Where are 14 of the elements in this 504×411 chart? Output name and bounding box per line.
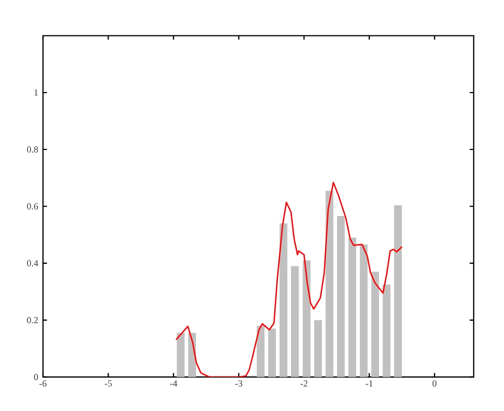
x-tick-label: -1 — [366, 380, 373, 387]
y-tick-label: 0.4 — [27, 260, 38, 266]
x-tick-label: -2 — [300, 380, 308, 387]
y-tick-label: 1 — [34, 89, 38, 96]
x-tick-label: 0 — [432, 380, 436, 387]
y-tick-label: 0.2 — [27, 316, 38, 324]
x-tick-label: -5 — [104, 380, 112, 387]
y-tick-label: 0.6 — [27, 203, 38, 210]
x-tick-label: -4 — [170, 380, 178, 386]
y-tick-label: 0 — [34, 374, 38, 380]
x-tick-label: -3 — [235, 380, 242, 387]
line-series — [175, 182, 403, 377]
y-tick-label: 0.8 — [27, 146, 38, 153]
x-tick-label: -6 — [39, 380, 47, 387]
